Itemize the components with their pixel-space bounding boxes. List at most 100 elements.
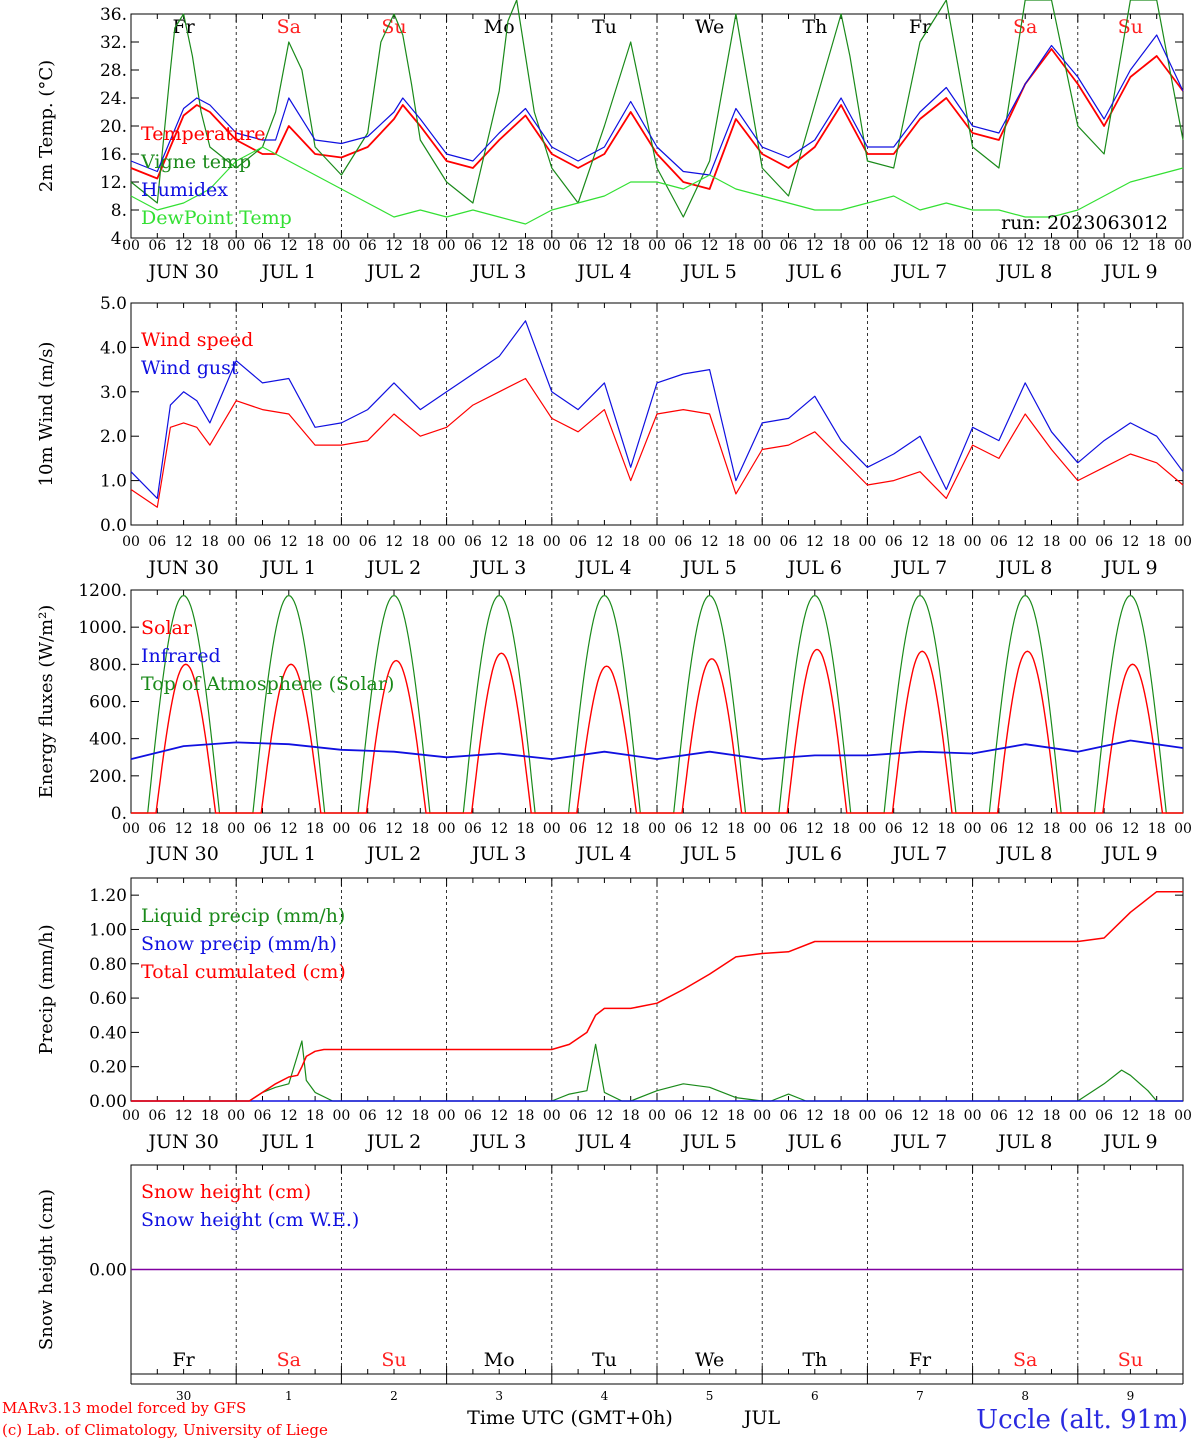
x-hour-label: 12 (280, 238, 298, 254)
x-hour-label: 06 (569, 238, 587, 254)
x-hour-label: 00 (1174, 1108, 1192, 1124)
x-day-label: JUL 9 (1101, 557, 1157, 579)
day-number-label: 2 (390, 1389, 398, 1403)
x-day-label: JUL 5 (680, 557, 736, 579)
x-hour-label: 06 (885, 238, 903, 254)
x-hour-label: 12 (280, 534, 298, 550)
x-hour-label: 18 (622, 1108, 640, 1124)
x-day-label: JUL 5 (680, 261, 736, 283)
x-hour-label: 06 (359, 534, 377, 550)
weekday-label-top: Mo (484, 16, 515, 38)
x-hour-label: 18 (1148, 821, 1166, 837)
x-hour-label: 18 (411, 238, 429, 254)
x-hour-label: 06 (464, 238, 482, 254)
x-hour-label: 18 (1148, 238, 1166, 254)
series-line-liquid-precip (131, 1040, 1183, 1102)
x-day-label: JUL 2 (365, 843, 421, 865)
x-hour-label: 00 (753, 1108, 771, 1124)
x-hour-label: 18 (517, 821, 535, 837)
x-hour-label: 00 (648, 238, 666, 254)
x-hour-label: 00 (332, 821, 350, 837)
x-hour-label: 00 (753, 238, 771, 254)
y-tick-label: 3.0 (100, 383, 127, 403)
weekday-label-bottom: We (695, 1349, 724, 1371)
series-line-wind-speed (130, 377, 1184, 508)
x-day-label: JUN 30 (146, 261, 218, 283)
x-hour-label: 06 (148, 1108, 166, 1124)
x-hour-label: 00 (964, 1108, 982, 1124)
x-hour-label: 00 (1174, 238, 1192, 254)
x-day-label: JUL 5 (680, 1131, 736, 1153)
legend-entry: Humidex (141, 179, 228, 201)
x-hour-label: 00 (1069, 1108, 1087, 1124)
x-hour-label: 06 (885, 821, 903, 837)
x-hour-label: 00 (543, 821, 561, 837)
x-hour-label: 00 (227, 1108, 245, 1124)
x-hour-label: 00 (858, 238, 876, 254)
x-day-label: JUL 3 (470, 1131, 526, 1153)
weekday-label-bottom: Sa (1013, 1349, 1037, 1371)
day-number-label: 1 (285, 1389, 293, 1403)
legend-entry: Wind speed (141, 329, 253, 351)
x-hour-label: 18 (517, 238, 535, 254)
legend-entry: DewPoint Temp (141, 207, 292, 229)
x-hour-label: 06 (780, 238, 798, 254)
x-hour-label: 06 (780, 1108, 798, 1124)
x-day-label: JUL 6 (786, 1131, 842, 1153)
x-axis-title: Time UTC (GMT+0h) (467, 1407, 673, 1429)
y-tick-label: 32. (100, 33, 127, 53)
x-hour-label: 00 (438, 821, 456, 837)
x-day-label: JUL 2 (365, 1131, 421, 1153)
y-tick-label: 8. (111, 201, 127, 221)
y-tick-label: 20. (100, 117, 127, 137)
y-tick-label: 2.0 (100, 427, 127, 447)
weekday-label-top: Sa (277, 16, 301, 38)
x-hour-label: 12 (490, 821, 508, 837)
x-hour-label: 06 (990, 238, 1008, 254)
x-day-label: JUL 6 (786, 843, 842, 865)
x-hour-label: 06 (148, 821, 166, 837)
x-hour-label: 00 (227, 534, 245, 550)
x-day-label: JUL 7 (891, 557, 947, 579)
x-hour-label: 12 (911, 238, 929, 254)
x-hour-label: 00 (332, 534, 350, 550)
x-hour-label: 12 (595, 821, 613, 837)
x-hour-label: 00 (648, 1108, 666, 1124)
y-tick-label: 16. (100, 145, 127, 165)
x-hour-label: 18 (201, 821, 219, 837)
weekday-label-top: Th (802, 16, 827, 38)
x-hour-label: 00 (332, 1108, 350, 1124)
panel-frame (130, 589, 1184, 814)
x-hour-label: 18 (937, 1108, 955, 1124)
x-hour-label: 00 (122, 1108, 140, 1124)
weekday-label-top: Fr (909, 16, 932, 38)
weekday-label-bottom: Mo (484, 1349, 515, 1371)
x-hour-label: 00 (648, 821, 666, 837)
x-hour-label: 00 (438, 1108, 456, 1124)
series-line-humidex (130, 34, 1184, 176)
month-label: JUL (742, 1407, 781, 1429)
x-hour-label: 06 (990, 821, 1008, 837)
x-day-label: JUN 30 (146, 843, 218, 865)
x-hour-label: 00 (858, 821, 876, 837)
x-hour-label: 12 (1121, 821, 1139, 837)
x-hour-label: 06 (359, 1108, 377, 1124)
x-hour-label: 12 (490, 1108, 508, 1124)
day-number-label: 3 (495, 1389, 503, 1403)
x-hour-label: 18 (306, 534, 324, 550)
weekday-label-bottom: Fr (172, 1349, 195, 1371)
x-hour-label: 12 (595, 1108, 613, 1124)
weekday-label-bottom: Th (802, 1349, 827, 1371)
x-hour-label: 06 (1095, 821, 1113, 837)
x-hour-label: 06 (885, 1108, 903, 1124)
series-line-wind-gust (130, 320, 1184, 499)
x-hour-label: 00 (122, 534, 140, 550)
x-hour-label: 00 (964, 534, 982, 550)
x-hour-label: 06 (464, 534, 482, 550)
x-hour-label: 18 (727, 238, 745, 254)
x-hour-label: 06 (1095, 1108, 1113, 1124)
weekday-label-bottom: Sa (277, 1349, 301, 1371)
x-hour-label: 00 (1069, 238, 1087, 254)
x-hour-label: 06 (1095, 534, 1113, 550)
